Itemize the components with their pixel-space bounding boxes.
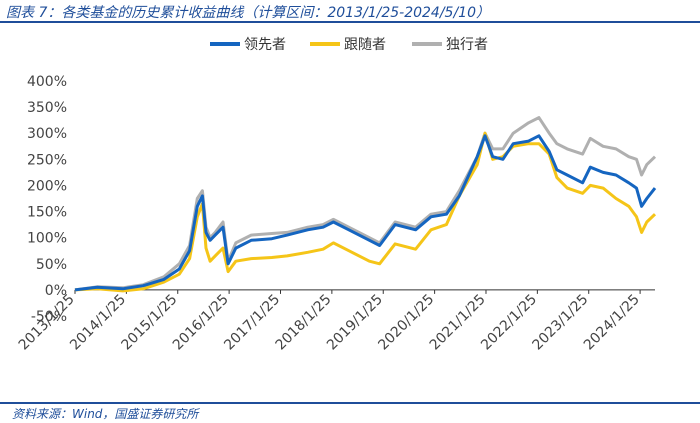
y-tick-label: 0% bbox=[45, 283, 67, 299]
y-tick-label: 350% bbox=[27, 100, 67, 116]
x-tick-label: 2024/1/25 bbox=[581, 291, 643, 353]
top-rule bbox=[0, 21, 700, 23]
legend-label: 跟随者 bbox=[344, 37, 386, 53]
y-axis: -50% 0% 50% 100% 150% 200% 250% 300% 350% 400% bbox=[27, 74, 67, 325]
y-tick-label: 200% bbox=[27, 178, 67, 194]
bottom-rule bbox=[0, 402, 700, 404]
legend-label: 领先者 bbox=[244, 37, 286, 53]
series-line-1 bbox=[74, 134, 657, 292]
y-tick-label: 400% bbox=[27, 74, 67, 90]
y-tick-label: 100% bbox=[27, 231, 67, 247]
legend: 领先者 跟随者 独行者 bbox=[210, 37, 488, 53]
y-tick-label: 150% bbox=[27, 205, 67, 221]
y-tick-label: -50% bbox=[31, 309, 67, 325]
figure-source: 资料来源：Wind，国盛证券研究所 bbox=[12, 407, 199, 421]
chart: 领先者 跟随者 独行者 -50% 0% 50% 100% 150% 200% 250% 300% 3… bbox=[16, 37, 657, 353]
series-line-2 bbox=[74, 131, 657, 293]
y-tick-label: 250% bbox=[27, 152, 67, 168]
figure-title: 图表 7：各类基金的历史累计收益曲线（计算区间：2013/1/25-2024/5… bbox=[6, 5, 490, 21]
y-tick-label: 50% bbox=[36, 257, 67, 273]
y-tick-label: 300% bbox=[27, 126, 67, 142]
x-axis: 2013/1/252014/1/252015/1/252016/1/252017… bbox=[16, 289, 655, 353]
series-line-3 bbox=[74, 116, 657, 292]
plot-area bbox=[74, 116, 657, 293]
legend-label: 独行者 bbox=[446, 37, 488, 53]
